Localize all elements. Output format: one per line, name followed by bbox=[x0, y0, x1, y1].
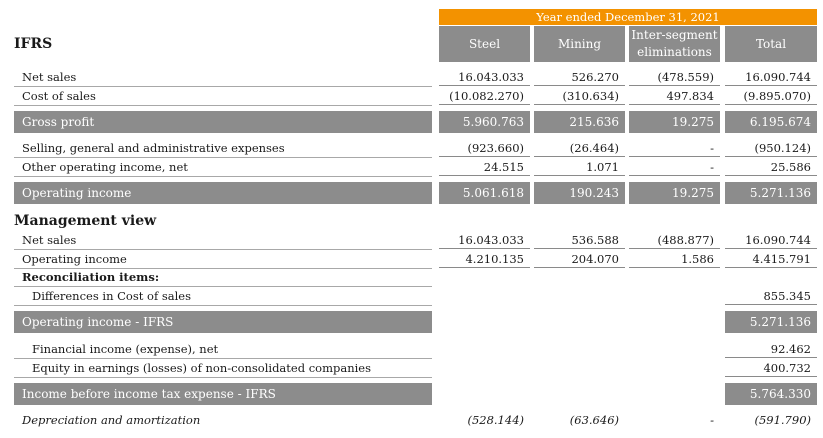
cell-mgmt-sales-elim: (488.877) bbox=[629, 232, 720, 249]
cell-other-steel: 24.515 bbox=[439, 159, 530, 176]
cell-gross-elim: 19.275 bbox=[629, 111, 720, 133]
col-header-steel: Steel bbox=[439, 26, 530, 62]
cell-dep-steel: (528.144) bbox=[467, 413, 524, 427]
cell-mgmt-sales-total: 16.090.744 bbox=[725, 232, 817, 249]
cell-dep-elim: - bbox=[710, 413, 714, 427]
cell-net-sales-total: 16.090.744 bbox=[725, 69, 817, 86]
row-divider bbox=[14, 176, 432, 177]
cell-other-elim: - bbox=[629, 159, 720, 176]
cell-dep-total: (591.790) bbox=[754, 413, 811, 427]
col-header-mining: Mining bbox=[534, 26, 625, 62]
cell-cost-total: (9.895.070) bbox=[725, 88, 817, 105]
cell-opinc-mining: 190.243 bbox=[534, 182, 625, 204]
cell-mgmt-opinc-total: 4.415.791 bbox=[725, 251, 817, 268]
cell-gross-mining: 215.636 bbox=[534, 111, 625, 133]
cell-mgmt-opinc-elim: 1.586 bbox=[629, 251, 720, 268]
cell-mgmt-opinc-mining: 204.070 bbox=[534, 251, 625, 268]
reconciliation-heading: Reconciliation items: bbox=[22, 270, 160, 284]
cell-equity-total: 400.732 bbox=[725, 360, 817, 377]
cell-sga-total: (950.124) bbox=[725, 140, 817, 157]
row-label-net-sales: Net sales bbox=[22, 70, 77, 84]
cell-cost-steel: (10.082.270) bbox=[439, 88, 530, 105]
row-label-operating-income: Operating income bbox=[14, 182, 432, 204]
cell-net-sales-elim: (478.559) bbox=[629, 69, 720, 86]
cell-mgmt-opinc-steel: 4.210.135 bbox=[439, 251, 530, 268]
row-label-cost-of-sales: Cost of sales bbox=[22, 89, 96, 103]
row-label-income-before-tax: Income before income tax expense - IFRS bbox=[14, 383, 432, 405]
row-divider bbox=[14, 157, 432, 158]
cell-sga-elim: - bbox=[629, 140, 720, 157]
cell-cost-mining: (310.634) bbox=[534, 88, 625, 105]
cell-net-sales-steel: 16.043.033 bbox=[439, 69, 530, 86]
cell-opinc-total: 5.271.136 bbox=[725, 182, 817, 204]
cell-financial-total: 92.462 bbox=[725, 341, 817, 358]
row-divider bbox=[14, 105, 432, 106]
row-label-other-income: Other operating income, net bbox=[22, 160, 188, 174]
cell-gross-steel: 5.960.763 bbox=[439, 111, 530, 133]
ifrs-title: IFRS bbox=[14, 36, 53, 52]
row-label-mgmt-operating-income: Operating income bbox=[22, 252, 127, 266]
cell-opinc-ifrs-total: 5.271.136 bbox=[725, 311, 817, 333]
cell-cost-elim: 497.834 bbox=[629, 88, 720, 105]
row-label-sga: Selling, general and administrative expe… bbox=[22, 141, 285, 155]
cell-opinc-steel: 5.061.618 bbox=[439, 182, 530, 204]
row-divider bbox=[14, 249, 432, 250]
row-divider bbox=[14, 286, 432, 287]
row-divider bbox=[14, 268, 432, 269]
row-label-mgmt-net-sales: Net sales bbox=[22, 233, 77, 247]
col-header-total: Total bbox=[725, 26, 817, 62]
cell-sga-steel: (923.660) bbox=[439, 140, 530, 157]
row-label-operating-income-ifrs: Operating income - IFRS bbox=[14, 311, 432, 333]
management-title: Management view bbox=[14, 213, 157, 229]
row-label-financial-income: Financial income (expense), net bbox=[32, 342, 219, 356]
col-header-eliminations: Inter-segment eliminations bbox=[629, 26, 720, 62]
cell-dep-mining: (63.646) bbox=[569, 413, 619, 427]
cell-sga-mining: (26.464) bbox=[534, 140, 625, 157]
row-label-diff-cost-of-sales: Differences in Cost of sales bbox=[32, 289, 192, 303]
cell-net-sales-mining: 526.270 bbox=[534, 69, 625, 86]
period-header: Year ended December 31, 2021 bbox=[439, 9, 817, 25]
cell-income-before-tax-total: 5.764.330 bbox=[725, 383, 817, 405]
row-divider bbox=[14, 358, 432, 359]
row-label-depreciation: Depreciation and amortization bbox=[22, 413, 201, 427]
cell-other-mining: 1.071 bbox=[534, 159, 625, 176]
cell-mgmt-sales-steel: 16.043.033 bbox=[439, 232, 530, 249]
row-divider bbox=[14, 86, 432, 87]
cell-mgmt-sales-mining: 536.588 bbox=[534, 232, 625, 249]
cell-diff-cost-total: 855.345 bbox=[725, 288, 817, 305]
row-divider bbox=[14, 377, 432, 378]
cell-other-total: 25.586 bbox=[725, 159, 817, 176]
row-label-equity-earnings: Equity in earnings (losses) of non-conso… bbox=[32, 361, 372, 375]
row-divider bbox=[14, 305, 432, 306]
cell-gross-total: 6.195.674 bbox=[725, 111, 817, 133]
cell-opinc-elim: 19.275 bbox=[629, 182, 720, 204]
row-label-gross-profit: Gross profit bbox=[14, 111, 432, 133]
